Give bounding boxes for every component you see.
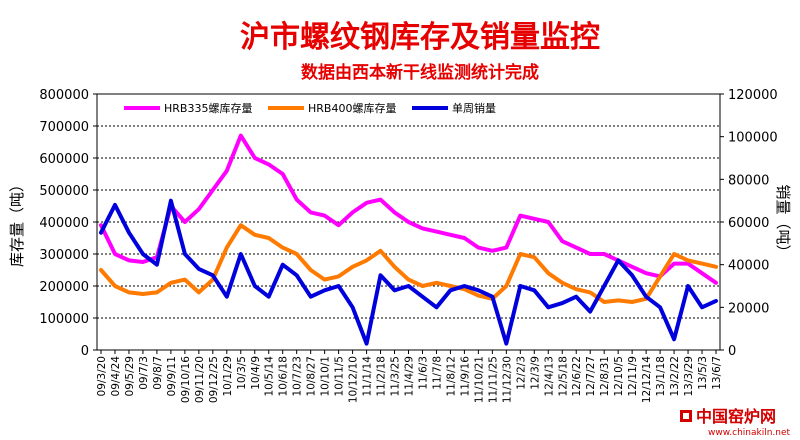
x-tick-label: 10/7/23 bbox=[292, 356, 304, 396]
x-tick-label: 10/5/14 bbox=[264, 356, 276, 397]
x-tick-label: 11/3/25 bbox=[390, 356, 402, 396]
x-tick-label: 11/9/16 bbox=[459, 356, 471, 397]
x-tick-label: 10/11/5 bbox=[334, 356, 346, 396]
x-tick-label: 12/7/27 bbox=[585, 356, 597, 396]
y-right-tick-label: 80000 bbox=[728, 173, 769, 188]
y-right-tick-label: 0 bbox=[728, 344, 736, 359]
x-tick-label: 09/9/11 bbox=[166, 356, 178, 396]
x-tick-label: 13/3/29 bbox=[683, 356, 695, 396]
x-tick-label: 12/5/18 bbox=[557, 356, 569, 396]
chart-subtitle: 数据由西本新干线监测统计完成 bbox=[301, 62, 539, 83]
x-tick-label: 10/10/1 bbox=[320, 356, 332, 396]
x-tick-label: 10/6/18 bbox=[278, 356, 290, 396]
y-axis-right-ticks: 0 20000 40000 60000 80000 100000 120000 bbox=[720, 88, 778, 359]
x-tick-label: 13/2/22 bbox=[669, 356, 681, 396]
legend-label-0: HRB335螺库存量 bbox=[164, 101, 252, 115]
x-tick-label: 10/12/10 bbox=[348, 356, 360, 403]
x-axis-ticks: 09/3/20 09/4/24 09/5/29 09/7/3 09/8/7 09/9/11… bbox=[96, 350, 723, 403]
x-tick-label: 12/8/31 bbox=[599, 356, 611, 396]
x-tick-label: 11/11/25 bbox=[487, 356, 499, 403]
series-line-0 bbox=[99, 133, 718, 285]
chart-title: 沪市螺纹钢库存及销量监控 bbox=[240, 20, 600, 55]
x-tick-label: 11/6/3 bbox=[417, 356, 429, 390]
y-left-tick-label: 500000 bbox=[39, 184, 89, 199]
x-tick-label: 12/12/14 bbox=[641, 356, 653, 403]
x-tick-label: 13/6/7 bbox=[711, 356, 723, 390]
y-axis-right-label: 销量（吨） bbox=[774, 184, 792, 259]
y-axis-left-label: 库存量（吨） bbox=[8, 177, 26, 267]
x-tick-label: 10/3/5 bbox=[236, 356, 248, 390]
x-tick-label: 09/12/25 bbox=[208, 356, 220, 403]
y-right-tick-label: 20000 bbox=[728, 301, 769, 316]
x-tick-label: 09/7/3 bbox=[138, 356, 150, 390]
x-tick-label: 09/10/16 bbox=[180, 356, 192, 403]
legend-label-1: HRB400螺库存量 bbox=[308, 101, 396, 115]
y-right-tick-label: 120000 bbox=[728, 88, 778, 103]
y-right-tick-label: 40000 bbox=[728, 259, 769, 274]
y-left-tick-label: 700000 bbox=[39, 120, 89, 135]
x-tick-label: 11/2/18 bbox=[376, 356, 388, 396]
series-lines bbox=[99, 133, 718, 346]
x-tick-label: 09/8/7 bbox=[152, 356, 164, 390]
x-tick-label: 12/6/22 bbox=[571, 356, 583, 396]
x-tick-label: 12/11/9 bbox=[627, 356, 639, 396]
y-left-tick-label: 200000 bbox=[39, 280, 89, 295]
y-left-tick-label: 0 bbox=[81, 344, 89, 359]
x-tick-label: 09/4/24 bbox=[110, 356, 122, 397]
series-line-2 bbox=[99, 198, 718, 346]
x-tick-label: 10/4/9 bbox=[250, 356, 262, 390]
y-left-tick-label: 600000 bbox=[39, 152, 89, 167]
x-tick-label: 10/8/27 bbox=[306, 356, 318, 396]
watermark-brand: 中国窑炉网 bbox=[696, 407, 776, 426]
x-tick-label: 11/1/14 bbox=[362, 356, 374, 397]
series-line-1 bbox=[99, 223, 718, 304]
y-left-tick-label: 100000 bbox=[39, 312, 89, 327]
x-tick-label: 09/11/20 bbox=[194, 356, 206, 403]
x-tick-label: 12/2/3 bbox=[515, 356, 527, 390]
x-tick-label: 09/3/20 bbox=[96, 356, 108, 396]
y-axis-left-ticks: 0 100000 200000 300000 400000 500000 600000 700… bbox=[39, 88, 97, 359]
watermark-logo-icon bbox=[680, 410, 692, 422]
x-tick-label: 12/10/5 bbox=[613, 356, 625, 396]
watermark-url: www.chinakiln.net bbox=[708, 428, 791, 438]
x-tick-label: 11/12/30 bbox=[501, 356, 513, 403]
y-right-tick-label: 60000 bbox=[728, 216, 769, 231]
x-tick-label: 09/5/29 bbox=[124, 356, 136, 396]
legend-label-2: 单周销量 bbox=[452, 101, 496, 115]
x-tick-label: 11/4/29 bbox=[404, 356, 416, 396]
x-tick-label: 11/10/21 bbox=[473, 356, 485, 403]
legend: HRB335螺库存量 HRB400螺库存量 单周销量 bbox=[124, 101, 496, 115]
x-tick-label: 11/7/8 bbox=[431, 356, 443, 390]
y-left-tick-label: 800000 bbox=[39, 88, 89, 103]
x-tick-label: 10/1/29 bbox=[222, 356, 234, 396]
x-tick-label: 12/3/9 bbox=[529, 356, 541, 390]
x-tick-label: 12/4/13 bbox=[543, 356, 555, 396]
y-left-tick-label: 400000 bbox=[39, 216, 89, 231]
y-right-tick-label: 100000 bbox=[728, 131, 778, 146]
x-tick-label: 13/5/3 bbox=[697, 356, 709, 390]
x-tick-label: 11/8/12 bbox=[445, 356, 457, 396]
watermark: 中国窑炉网 www.chinakiln.net bbox=[680, 407, 791, 438]
y-left-tick-label: 300000 bbox=[39, 248, 89, 263]
x-tick-label: 13/1/18 bbox=[655, 356, 667, 396]
